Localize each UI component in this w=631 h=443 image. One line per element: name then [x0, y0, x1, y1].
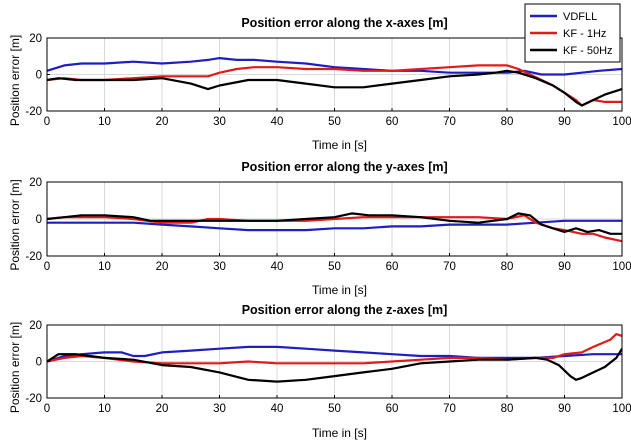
x-tick-label: 20: [156, 261, 169, 273]
x-tick-label: 90: [558, 116, 571, 128]
y-tick-label: 20: [29, 177, 42, 189]
legend-label-kf-50hz: KF - 50Hz: [563, 45, 613, 57]
x-tick-label: 10: [98, 261, 111, 273]
x-tick-label: 100: [612, 261, 631, 273]
x-tick-label: 80: [501, 261, 514, 273]
x-tick-label: 100: [612, 403, 631, 415]
legend-label-vdfll: VDFLL: [563, 11, 597, 23]
x-tick-label: 0: [44, 403, 50, 415]
x-tick-label: 70: [443, 116, 456, 128]
x-tick-label: 100: [612, 116, 631, 128]
chart-title: Position error along the x-axes [m]: [241, 16, 447, 30]
x-tick-label: 20: [156, 116, 169, 128]
x-tick-label: 40: [271, 403, 284, 415]
x-axis-label: Time in [s]: [312, 138, 367, 152]
y-tick-label: 0: [36, 70, 42, 82]
x-tick-label: 0: [44, 261, 50, 273]
x-tick-label: 70: [443, 261, 456, 273]
x-tick-label: 80: [501, 116, 514, 128]
y-tick-label: 0: [36, 214, 42, 226]
x-tick-label: 80: [501, 403, 514, 415]
x-tick-label: 20: [156, 403, 169, 415]
series-line-vdfll: [47, 219, 622, 232]
legend-label-kf-1hz: KF - 1Hz: [563, 28, 606, 40]
y-tick-label: 20: [29, 320, 42, 332]
x-axis-label: Time in [s]: [312, 426, 367, 440]
y-axis-label: Position error [m]: [8, 322, 22, 413]
x-tick-label: 30: [213, 116, 226, 128]
x-tick-label: 30: [213, 261, 226, 273]
x-tick-label: 50: [328, 403, 341, 415]
x-tick-label: 10: [98, 403, 111, 415]
x-tick-label: 10: [98, 116, 111, 128]
x-axis-label: Time in [s]: [312, 283, 367, 297]
y-tick-label: -20: [25, 393, 42, 405]
x-tick-label: 40: [271, 261, 284, 273]
x-tick-label: 90: [558, 403, 571, 415]
y-tick-label: -20: [25, 251, 42, 263]
x-tick-label: 30: [213, 403, 226, 415]
chart-title: Position error along the z-axes [m]: [242, 303, 448, 317]
chart-title: Position error along the y-axes [m]: [241, 160, 447, 174]
series-line-vdfll: [46, 57, 623, 76]
series-line-kf-50hz: [46, 212, 622, 235]
y-axis-label: Position error [m]: [8, 35, 22, 126]
series-line-vdfll: [46, 345, 622, 363]
x-tick-label: 50: [328, 116, 341, 128]
y-tick-label: 20: [29, 33, 42, 45]
legend-box: [524, 3, 621, 63]
y-tick-label: 0: [36, 357, 42, 369]
series-line-kf-1hz: [46, 333, 623, 365]
series-line-kf-50hz: [46, 69, 623, 107]
y-axis-label: Position error [m]: [8, 179, 22, 270]
x-tick-label: 40: [271, 116, 284, 128]
x-tick-label: 60: [386, 403, 399, 415]
y-tick-label: -20: [25, 106, 42, 118]
x-tick-label: 50: [328, 261, 341, 273]
x-tick-label: 0: [44, 116, 50, 128]
x-tick-label: 60: [386, 116, 399, 128]
x-tick-label: 60: [386, 261, 399, 273]
series-line-kf-50hz: [46, 348, 623, 383]
x-tick-label: 70: [443, 403, 456, 415]
x-tick-label: 90: [558, 261, 571, 273]
